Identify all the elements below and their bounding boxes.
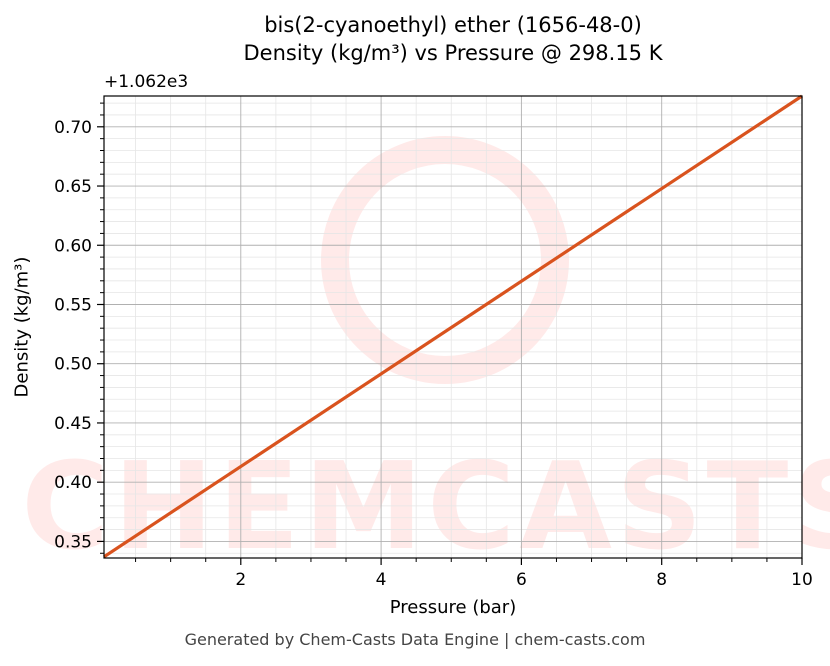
y-tick-label: 0.70 [54,118,92,138]
y-axis-offset-label: +1.062e3 [104,72,189,92]
x-tick-label: 8 [656,570,667,590]
y-tick-label: 0.55 [54,295,92,315]
x-tick-label: 6 [516,570,527,590]
footer-credit: Generated by Chem-Casts Data Engine | ch… [184,630,646,649]
density-series-line [103,94,803,559]
plot-frame [103,95,803,559]
x-tick-label: 4 [376,570,387,590]
y-tick-label: 0.60 [54,236,92,256]
y-tick-label: 0.65 [54,177,92,197]
y-tick-label: 0.40 [54,473,92,493]
chart-title: bis(2-cyanoethyl) ether (1656-48-0) [264,13,642,37]
y-axis: 0.35 0.40 0.45 0.50 0.55 0.60 0.65 0.70 [54,102,104,554]
x-axis: 2 4 6 8 10 [135,558,813,590]
x-tick-label: 10 [791,570,813,590]
x-tick-label: 2 [235,570,246,590]
y-tick-label: 0.50 [54,355,92,375]
y-tick-label: 0.45 [54,414,92,434]
x-axis-label: Pressure (bar) [389,597,517,618]
svg-text:CHEMCASTS: CHEMCASTS [21,438,830,577]
y-tick-label: 0.35 [54,532,92,552]
series-layer [103,94,803,559]
chemcasts-watermark: CHEMCASTS [21,136,830,577]
y-axis-label: Density (kg/m³) [11,256,33,398]
chart-subtitle: Density (kg/m³) vs Pressure @ 298.15 K [243,41,663,65]
